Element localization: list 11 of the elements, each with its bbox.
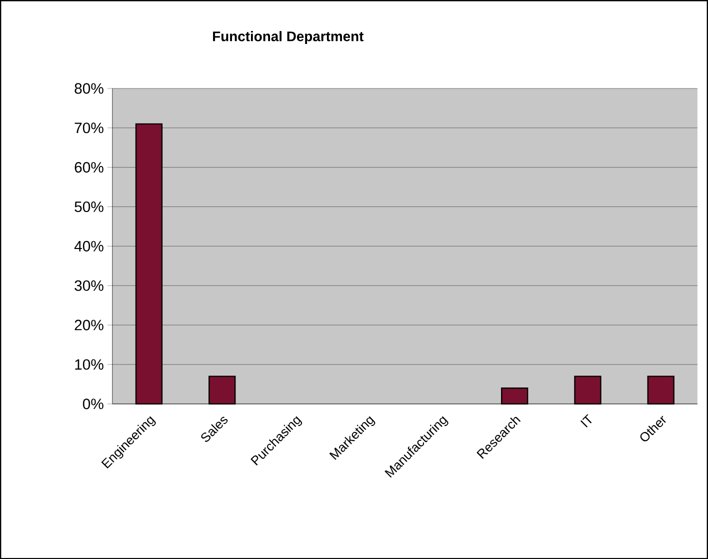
y-tick-label: 70% (74, 122, 104, 134)
y-tick-label: 0% (82, 398, 104, 410)
y-tick-label: 50% (74, 201, 104, 212)
y-tick-label: 40% (74, 240, 104, 252)
y-tick-label: 60% (74, 162, 104, 172)
y-tick-label: 10% (75, 359, 104, 370)
chart-title: Functional Department (213, 30, 364, 44)
y-tick-label: 80% (74, 83, 104, 94)
y-tick-label: 20% (74, 320, 104, 330)
x-tick-label: IT (580, 414, 592, 428)
y-tick-label: 30% (74, 280, 104, 291)
